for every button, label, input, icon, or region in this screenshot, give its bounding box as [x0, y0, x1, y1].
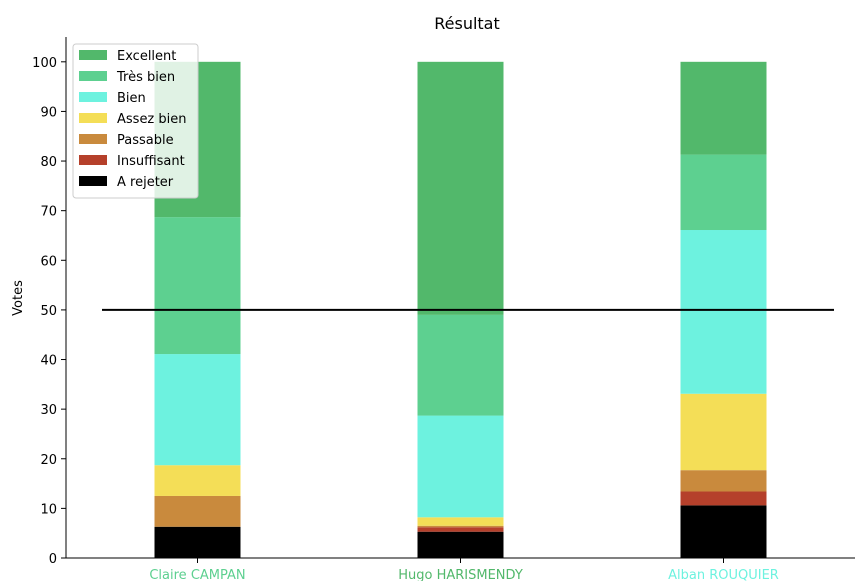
- y-tick-label: 80: [40, 155, 57, 170]
- bar-segment: [680, 505, 767, 558]
- legend-label: Excellent: [117, 49, 176, 64]
- y-tick-label: 70: [40, 205, 57, 220]
- bar-segment: [417, 61, 504, 315]
- bar-segment: [417, 531, 504, 558]
- y-tick-label: 10: [40, 502, 57, 517]
- legend-label: Très bien: [116, 70, 175, 85]
- y-tick-label: 30: [40, 403, 57, 418]
- bar-segment: [680, 61, 767, 155]
- legend-swatch: [79, 92, 107, 102]
- y-tick-label: 40: [40, 354, 57, 369]
- legend-swatch: [79, 134, 107, 144]
- bar-segment: [154, 526, 241, 558]
- bar-segment: [154, 495, 241, 527]
- bar-segment: [154, 354, 241, 466]
- bar-segment: [680, 393, 767, 471]
- bar-segment: [417, 415, 504, 518]
- legend-label: Bien: [117, 91, 146, 106]
- y-tick-label: 0: [49, 552, 57, 567]
- y-tick-label: 50: [40, 304, 57, 319]
- legend-swatch: [79, 155, 107, 165]
- bar-segment: [417, 527, 504, 532]
- x-tick-label: Hugo HARISMENDY: [398, 568, 523, 581]
- bar-segment: [680, 154, 767, 231]
- legend-label: Assez bien: [117, 112, 187, 127]
- x-tick-label: Claire CAMPAN: [149, 568, 245, 581]
- legend-label: A rejeter: [117, 175, 174, 190]
- bar-segment: [680, 491, 767, 506]
- bar-segment: [154, 217, 241, 355]
- legend-swatch: [79, 71, 107, 81]
- chart-title: Résultat: [434, 14, 500, 33]
- legend-label: Passable: [117, 133, 174, 148]
- bar-segment: [680, 230, 767, 394]
- y-tick-label: 60: [40, 254, 57, 269]
- y-axis-label: Votes: [11, 280, 26, 316]
- legend-swatch: [79, 176, 107, 186]
- legend-swatch: [79, 50, 107, 60]
- bar-segment: [680, 470, 767, 492]
- y-tick-label: 20: [40, 453, 57, 468]
- y-tick-label: 100: [32, 56, 57, 71]
- y-tick-label: 90: [40, 105, 57, 120]
- bar-segment: [417, 517, 504, 526]
- bar-segment: [417, 525, 504, 528]
- x-tick-label: Alban ROUQUIER: [668, 568, 779, 581]
- legend-swatch: [79, 113, 107, 123]
- legend-label: Insuffisant: [117, 154, 185, 169]
- bar-segment: [154, 465, 241, 496]
- bar-segment: [417, 314, 504, 416]
